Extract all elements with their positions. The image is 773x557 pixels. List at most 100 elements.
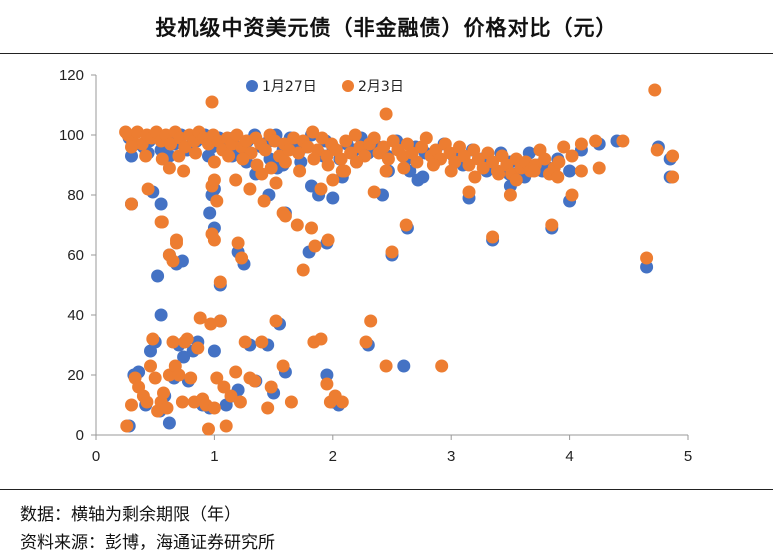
- data-point: [119, 125, 133, 139]
- data-point: [364, 314, 378, 328]
- data-point: [379, 164, 393, 178]
- data-point: [320, 377, 334, 391]
- data-point: [235, 251, 249, 265]
- data-point: [125, 149, 138, 163]
- data-point: [666, 149, 680, 163]
- data-point: [233, 395, 247, 409]
- data-point: [486, 230, 500, 244]
- data-point: [410, 155, 424, 169]
- axis-note: 数据：横轴为剩余期限（年）: [20, 505, 241, 525]
- data-point: [419, 131, 433, 145]
- data-point: [257, 194, 271, 208]
- data-point: [141, 182, 155, 196]
- data-point: [164, 137, 178, 151]
- data-point: [125, 140, 138, 154]
- data-point: [203, 206, 217, 220]
- data-point: [238, 335, 252, 349]
- data-point: [229, 365, 243, 379]
- data-point: [397, 359, 411, 373]
- y-tick-label: 80: [67, 187, 84, 204]
- y-tick-label: 100: [59, 127, 84, 144]
- data-point: [321, 158, 335, 172]
- y-tick-label: 20: [67, 367, 84, 384]
- y-tick-label: 0: [76, 427, 84, 444]
- data-point: [120, 419, 134, 433]
- data-point: [359, 335, 373, 349]
- data-point: [276, 359, 290, 373]
- data-point: [180, 332, 194, 346]
- chart-points: [119, 83, 680, 436]
- data-point: [172, 149, 186, 163]
- data-point: [444, 164, 458, 178]
- data-point: [154, 308, 168, 322]
- data-point: [314, 332, 328, 346]
- data-point: [207, 173, 221, 187]
- data-point: [193, 311, 207, 325]
- data-point: [666, 170, 680, 184]
- data-point: [175, 395, 189, 409]
- data-point: [210, 194, 224, 208]
- x-tick-label: 2: [329, 448, 337, 465]
- data-point: [379, 107, 393, 121]
- data-point: [184, 371, 198, 385]
- data-point: [264, 161, 278, 175]
- data-point: [308, 239, 322, 253]
- data-point: [261, 401, 275, 415]
- data-point: [334, 152, 348, 166]
- data-point: [462, 185, 476, 199]
- data-point: [248, 374, 262, 388]
- data-point: [166, 254, 180, 268]
- data-point: [205, 95, 219, 109]
- data-point: [589, 134, 603, 148]
- data-point: [348, 128, 362, 142]
- data-point: [213, 314, 227, 328]
- data-point: [191, 341, 205, 355]
- data-point: [314, 182, 328, 196]
- legend-marker-2: [342, 80, 354, 92]
- data-point: [269, 176, 283, 190]
- data-point: [213, 275, 227, 289]
- data-point: [381, 152, 395, 166]
- data-point: [189, 146, 202, 160]
- data-point: [435, 359, 449, 373]
- data-point: [293, 164, 307, 178]
- data-point: [148, 371, 162, 385]
- data-point: [278, 209, 292, 223]
- data-point: [426, 158, 440, 172]
- x-tick-label: 3: [447, 448, 455, 465]
- legend-label-2: 2月3日: [358, 79, 404, 95]
- data-point: [151, 269, 165, 283]
- data-point: [416, 170, 430, 184]
- x-tick-label: 0: [92, 448, 100, 465]
- data-point: [230, 128, 244, 142]
- data-point: [563, 164, 577, 178]
- data-point: [296, 263, 310, 277]
- data-point: [551, 170, 565, 184]
- data-point: [306, 125, 320, 139]
- data-point: [557, 140, 571, 154]
- data-point: [207, 233, 221, 247]
- source-note: 资料来源：彭博，海通证券研究所: [20, 533, 275, 553]
- y-tick-label: 60: [67, 247, 84, 264]
- y-tick-label: 120: [59, 67, 84, 84]
- data-point: [538, 152, 552, 166]
- chart-axes: 0 20 40 60 80 100 120 0 1 2 3 4 5: [59, 67, 692, 465]
- data-point: [385, 245, 399, 259]
- data-point: [565, 188, 579, 202]
- data-point: [229, 173, 243, 187]
- data-point: [162, 416, 176, 430]
- data-point: [509, 173, 523, 187]
- data-point: [154, 197, 168, 211]
- data-point: [545, 218, 559, 232]
- data-point: [269, 314, 283, 328]
- data-point: [146, 332, 160, 346]
- footer-divider: [0, 489, 773, 490]
- data-point: [326, 191, 340, 205]
- data-point: [202, 422, 215, 436]
- data-point: [278, 155, 292, 169]
- data-point: [468, 170, 482, 184]
- data-point: [258, 143, 272, 157]
- data-point: [350, 155, 363, 169]
- y-tick-label: 40: [67, 307, 84, 324]
- data-point: [140, 395, 154, 409]
